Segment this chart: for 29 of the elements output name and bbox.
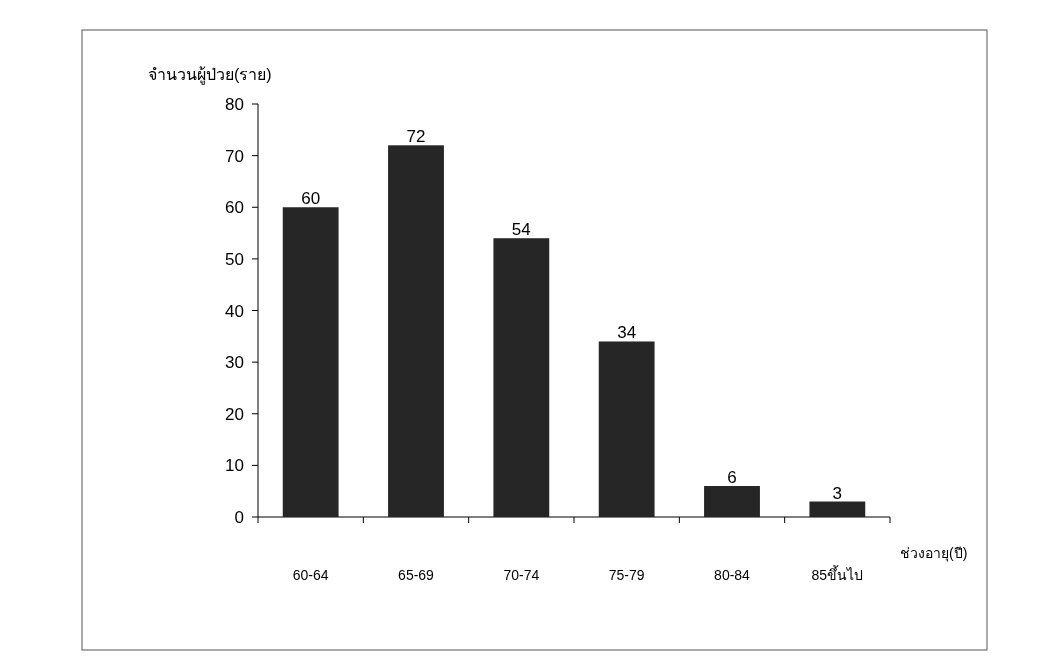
data-label: 3 [832,483,843,503]
x-tick-label: 75-79 [608,567,645,583]
y-tick-label: 60 [225,198,244,218]
data-label: 54 [511,220,531,240]
data-label: 60 [301,189,321,209]
x-tick-label: 70-74 [503,567,540,583]
y-axis-title: จำนวนผู้ป่วย(ราย) [148,66,272,85]
y-tick-label: 80 [225,95,244,114]
bar [493,238,550,517]
x-axis-title: ช่วงอายุ(ปี) [900,545,968,562]
bar [388,145,444,517]
y-tick-label: 50 [225,249,244,269]
bar [282,207,339,517]
data-label: 6 [727,468,737,488]
x-tick-label: 80-84 [714,567,751,583]
bar [809,501,866,517]
y-tick-label: 30 [225,353,244,373]
bar [598,341,655,517]
x-tick-label: 85ขึ้นไป [811,565,864,583]
data-label: 34 [617,323,637,343]
x-tick-label: 65-69 [398,567,435,583]
bar [704,486,760,517]
y-tick-label: 0 [234,508,244,527]
y-tick-label: 10 [225,456,244,476]
data-label: 72 [406,127,426,147]
y-tick-label: 40 [225,301,244,321]
y-tick-label: 20 [225,404,244,424]
x-tick-label: 60-64 [292,567,329,583]
y-tick-label: 70 [225,146,244,166]
